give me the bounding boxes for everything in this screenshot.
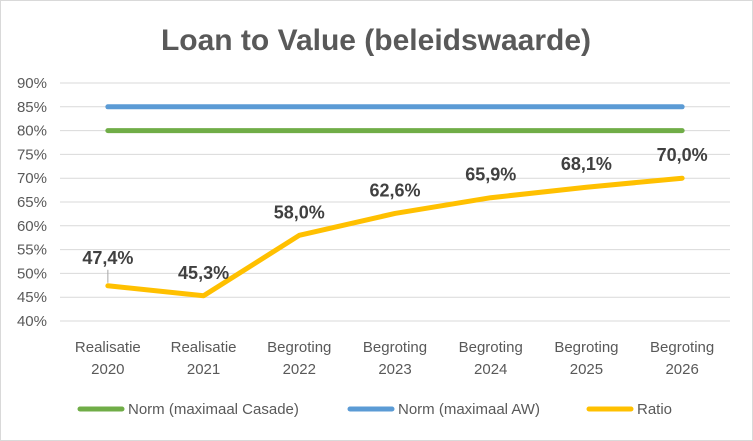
y-tick-label: 85%	[17, 99, 47, 116]
legend-label: Norm (maximaal AW)	[398, 401, 540, 418]
x-tick-label: Begroting 2026	[650, 339, 714, 378]
y-tick-label: 65%	[17, 194, 47, 211]
y-tick-label: 60%	[17, 218, 47, 235]
legend-label: Norm (maximaal Casade)	[128, 401, 299, 418]
y-tick-label: 80%	[17, 123, 47, 140]
x-tick-label: Realisatie 2021	[171, 339, 237, 378]
legend-label: Ratio	[637, 401, 672, 418]
y-tick-label: 55%	[17, 242, 47, 259]
y-tick-label: 45%	[17, 289, 47, 306]
x-tick-label: Begroting 2023	[363, 339, 427, 378]
chart-title: Loan to Value (beleidswaarde)	[161, 24, 591, 57]
x-tick-label: Realisatie 2020	[75, 339, 141, 378]
y-tick-label: 75%	[17, 146, 47, 163]
data-label: 45,3%	[178, 263, 229, 283]
data-label: 47,4%	[82, 248, 133, 268]
data-label: 58,0%	[274, 202, 325, 222]
x-tick-label: Begroting 2022	[267, 339, 331, 378]
data-label: 68,1%	[561, 154, 612, 174]
data-label: 65,9%	[465, 165, 516, 185]
x-tick-label: Begroting 2025	[554, 339, 618, 378]
y-tick-label: 70%	[17, 170, 47, 187]
y-tick-label: 50%	[17, 265, 47, 282]
y-tick-label: 40%	[17, 313, 47, 330]
data-label: 70,0%	[657, 145, 708, 165]
data-label: 62,6%	[369, 180, 420, 200]
y-tick-label: 90%	[17, 75, 47, 92]
x-tick-label: Begroting 2024	[459, 339, 523, 378]
series-line-ratio	[105, 175, 685, 299]
